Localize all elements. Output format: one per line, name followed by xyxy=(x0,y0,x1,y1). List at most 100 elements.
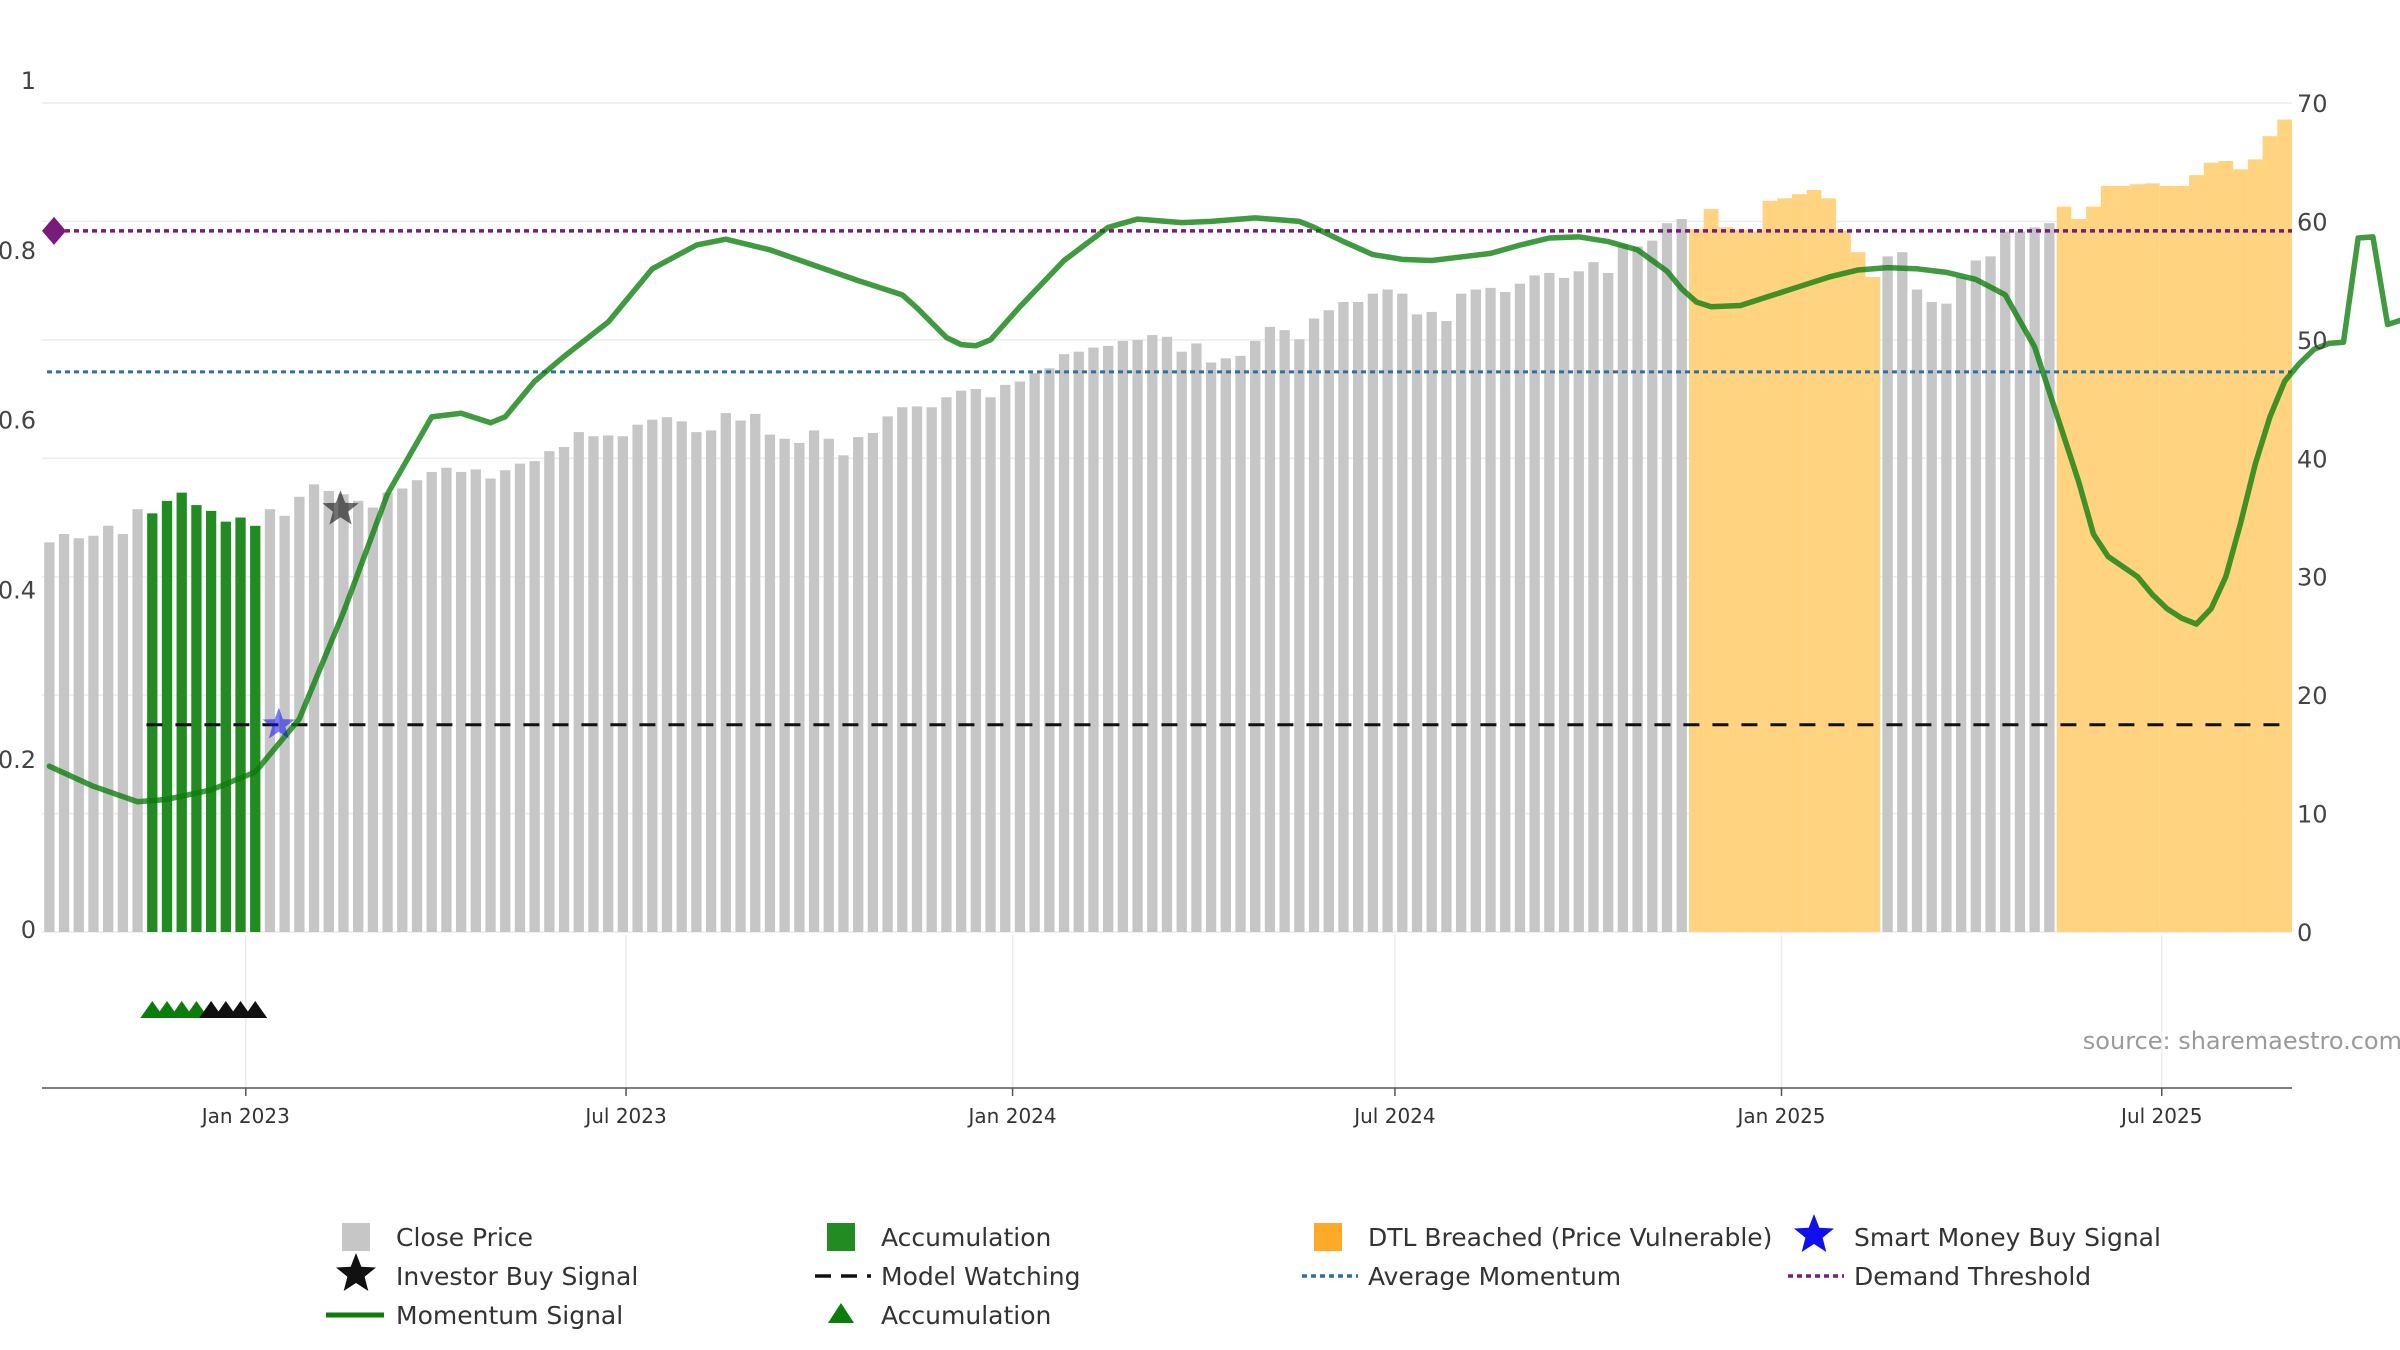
close-price-bar xyxy=(485,478,496,932)
close-price-bar xyxy=(661,417,673,932)
left-axis-tick: 0 xyxy=(21,916,36,944)
close-price-bar xyxy=(720,413,731,932)
close-price-bar xyxy=(970,389,981,932)
close-price-bar xyxy=(750,413,761,932)
close-price-bar xyxy=(853,437,864,932)
close-price-bar xyxy=(529,461,540,932)
close-price-bar xyxy=(353,500,364,932)
close-price-bar xyxy=(132,509,143,932)
close-price-bar xyxy=(103,525,114,932)
close-price-bar xyxy=(838,455,849,932)
close-price-bar xyxy=(1970,260,1981,932)
close-price-bar xyxy=(1955,277,1967,933)
close-price-bar xyxy=(1058,354,1070,932)
dtl-breached-bar xyxy=(1836,230,1851,932)
close-price-bar xyxy=(1308,318,1320,932)
dtl-breached-bar xyxy=(2144,183,2160,933)
close-price-bar xyxy=(1441,321,1452,933)
dtl-breached-bar xyxy=(2247,159,2263,932)
close-price-bar xyxy=(1294,339,1305,932)
close-price-bar xyxy=(514,463,526,932)
close-price-bar xyxy=(1250,340,1261,933)
close-price-bar xyxy=(1132,340,1143,932)
left-axis-tick: 1 xyxy=(21,67,36,95)
legend-investor-star xyxy=(336,1253,376,1291)
legend-investor-label: Investor Buy Signal xyxy=(396,1262,638,1291)
close-price-bar xyxy=(2000,231,2011,932)
accumulation-bar xyxy=(176,492,187,932)
accumulation-bar xyxy=(205,510,217,932)
close-price-bar xyxy=(1176,351,1187,932)
dtl-breached-bar xyxy=(2115,185,2131,932)
legend-dtl-swatch xyxy=(1314,1223,1342,1251)
close-price-bar xyxy=(779,438,790,932)
close-price-bar xyxy=(941,397,952,932)
left-axis-tick: 0.2 xyxy=(0,746,36,774)
close-price-bar xyxy=(1632,246,1643,933)
close-price-bar xyxy=(911,406,923,932)
dtl-breached-bar xyxy=(1747,231,1763,932)
close-price-bar xyxy=(382,492,393,932)
accumulation-triangle-dark xyxy=(243,1001,268,1018)
close-price-bar xyxy=(1911,289,1923,932)
right-axis-tick: 40 xyxy=(2297,445,2328,473)
close-price-bar xyxy=(1617,243,1629,932)
close-price-bar xyxy=(764,434,776,932)
close-price-bar xyxy=(794,442,805,932)
legend-accumulation-triangle xyxy=(828,1303,854,1323)
legend-close-price-label: Close Price xyxy=(396,1223,533,1252)
close-price-bar xyxy=(1279,330,1290,932)
x-axis-tick: Jan 2025 xyxy=(1735,1104,1825,1128)
dtl-breached-bar xyxy=(1821,198,1837,932)
legend-accumulation-label: Accumulation xyxy=(881,1223,1051,1252)
close-price-bar xyxy=(823,438,834,932)
close-price-bar xyxy=(1544,272,1555,932)
close-price-bar xyxy=(1191,343,1202,932)
close-price-bar xyxy=(1661,223,1673,932)
close-price-bar xyxy=(1926,301,1937,933)
dtl-breached-bar xyxy=(1718,227,1734,933)
close-price-bar xyxy=(1514,283,1526,932)
accumulation-bar xyxy=(191,505,202,932)
close-price-bar xyxy=(1470,289,1481,932)
dtl-breached-bar xyxy=(1733,229,1748,932)
close-price-bar xyxy=(558,447,570,932)
close-price-bar xyxy=(1088,347,1099,932)
close-price-bar xyxy=(2044,223,2055,932)
close-price-bar xyxy=(1455,293,1467,932)
close-price-bar xyxy=(1382,289,1393,932)
close-price-bar xyxy=(1676,219,1687,932)
close-price-bar xyxy=(1941,303,1952,932)
dtl-breached-bar xyxy=(2086,206,2101,932)
close-price-bar xyxy=(1161,336,1173,932)
close-price-bar xyxy=(867,432,879,932)
close-price-bar xyxy=(1485,287,1496,932)
dtl-breached-bar xyxy=(1865,277,1881,933)
accumulation-bar xyxy=(220,521,231,932)
dtl-breached-bar xyxy=(2218,161,2234,932)
close-price-bar xyxy=(926,407,937,932)
dtl-breached-bar xyxy=(2130,184,2145,932)
momentum-series xyxy=(46,215,2400,805)
close-price-bar xyxy=(1353,301,1364,933)
close-price-bar xyxy=(1882,256,1893,932)
close-price-bar xyxy=(1985,256,1996,932)
close-price-bar xyxy=(1397,293,1408,932)
x-axis-tick: Jan 2023 xyxy=(200,1104,290,1128)
demand-threshold-diamond xyxy=(42,216,66,245)
close-price-bar xyxy=(1000,384,1011,932)
accumulation-bar xyxy=(161,500,173,932)
x-axis-tick: Jul 2025 xyxy=(2119,1104,2202,1128)
right-axis-tick: 70 xyxy=(2297,90,2328,118)
legend-average-momentum-label: Average Momentum xyxy=(1368,1262,1621,1291)
source-credit: source: sharemaestro.com xyxy=(2083,1027,2400,1055)
close-price-bar xyxy=(632,424,643,932)
accumulation-bar xyxy=(147,513,158,932)
close-price-bar xyxy=(897,407,908,932)
close-price-bar xyxy=(1103,345,1114,933)
close-price-bar xyxy=(2014,231,2026,932)
left-axis-tick: 0.4 xyxy=(0,576,36,604)
dtl-breached-bar xyxy=(1792,194,1807,932)
